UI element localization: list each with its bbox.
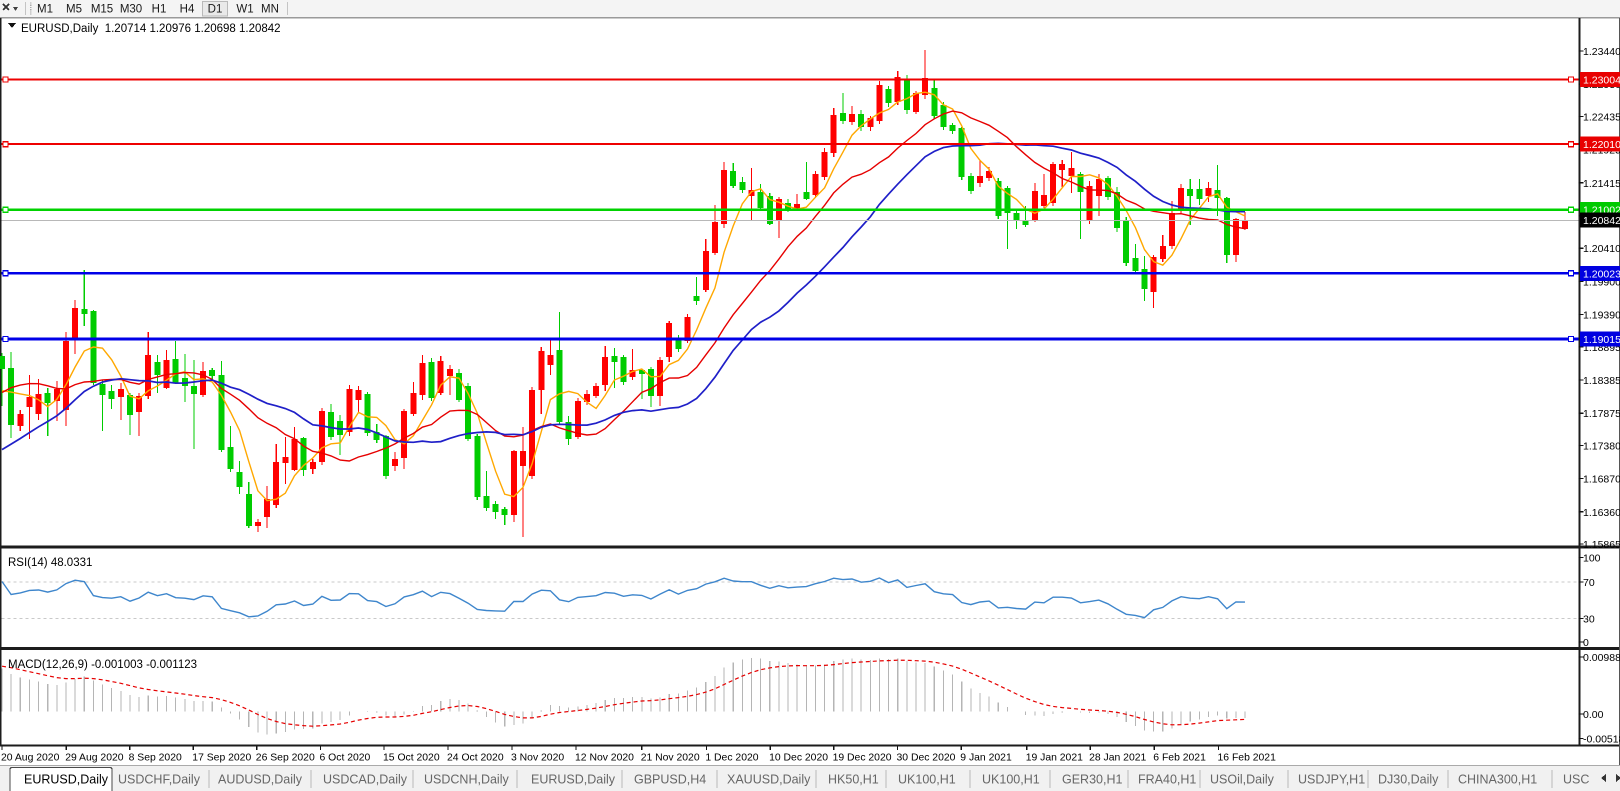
svg-text:UK100,H1: UK100,H1 (982, 773, 1040, 787)
svg-text:D1: D1 (208, 4, 223, 16)
svg-text:EURUSD,Daily: EURUSD,Daily (531, 773, 616, 787)
svg-text:0.009885: 0.009885 (1583, 652, 1620, 664)
svg-text:30 Dec 2020: 30 Dec 2020 (897, 753, 956, 764)
svg-text:UK100,H1: UK100,H1 (898, 773, 956, 787)
svg-text:1.22435: 1.22435 (1583, 111, 1620, 123)
svg-text:70: 70 (1583, 577, 1595, 589)
svg-text:1.19015: 1.19015 (1583, 334, 1620, 346)
svg-text:GER30,H1: GER30,H1 (1062, 773, 1122, 787)
svg-text:DJ30,Daily: DJ30,Daily (1378, 773, 1439, 787)
svg-text:MACD(12,26,9) -0.001003 -0.001: MACD(12,26,9) -0.001003 -0.001123 (8, 659, 197, 671)
svg-text:21 Nov 2020: 21 Nov 2020 (641, 753, 700, 764)
svg-text:0: 0 (1583, 637, 1589, 649)
svg-text:100: 100 (1583, 553, 1601, 565)
svg-text:6 Oct 2020: 6 Oct 2020 (320, 753, 371, 764)
svg-text:M15: M15 (91, 4, 113, 16)
svg-text:30: 30 (1583, 614, 1595, 626)
svg-text:1.17875: 1.17875 (1583, 408, 1620, 420)
svg-text:1.18385: 1.18385 (1583, 375, 1620, 387)
svg-text:M1: M1 (37, 4, 53, 16)
svg-text:19 Dec 2020: 19 Dec 2020 (833, 753, 892, 764)
svg-text:1.21415: 1.21415 (1583, 178, 1620, 190)
svg-text:20 Aug 2020: 20 Aug 2020 (1, 753, 60, 764)
svg-text:1.15865: 1.15865 (1583, 539, 1620, 551)
svg-text:10 Dec 2020: 10 Dec 2020 (769, 753, 828, 764)
svg-text:1 Dec 2020: 1 Dec 2020 (705, 753, 758, 764)
svg-text:EURUSD,Daily: EURUSD,Daily (24, 773, 109, 787)
svg-text:1.23004: 1.23004 (1583, 74, 1620, 86)
svg-text:HK50,H1: HK50,H1 (828, 773, 879, 787)
svg-text:GBPUSD,H4: GBPUSD,H4 (634, 773, 706, 787)
svg-text:19 Jan 2021: 19 Jan 2021 (1026, 753, 1083, 764)
svg-text:17 Sep 2020: 17 Sep 2020 (192, 753, 251, 764)
svg-text:1.17380: 1.17380 (1583, 440, 1620, 452)
svg-text:H4: H4 (180, 4, 195, 16)
svg-text:USDCHF,Daily: USDCHF,Daily (118, 773, 201, 787)
svg-text:M5: M5 (66, 4, 82, 16)
svg-text:RSI(14) 48.0331: RSI(14) 48.0331 (8, 557, 92, 569)
svg-text:W1: W1 (236, 4, 253, 16)
svg-text:H1: H1 (152, 4, 167, 16)
svg-text:3 Nov 2020: 3 Nov 2020 (511, 753, 564, 764)
svg-text:USDCNH,Daily: USDCNH,Daily (424, 773, 509, 787)
svg-text:MN: MN (261, 4, 279, 16)
svg-text:CHINA300,H1: CHINA300,H1 (1458, 773, 1537, 787)
svg-text:1.19390: 1.19390 (1583, 310, 1620, 322)
svg-text:XAUUSD,Daily: XAUUSD,Daily (727, 773, 811, 787)
svg-text:FRA40,H1: FRA40,H1 (1138, 773, 1196, 787)
svg-text:26 Sep 2020: 26 Sep 2020 (256, 753, 315, 764)
svg-text:1.20023: 1.20023 (1583, 268, 1620, 280)
svg-text:1.20410: 1.20410 (1583, 243, 1620, 255)
svg-text:9 Jan 2021: 9 Jan 2021 (960, 753, 1012, 764)
svg-text:12 Nov 2020: 12 Nov 2020 (575, 753, 634, 764)
svg-text:1.23440: 1.23440 (1583, 46, 1620, 58)
svg-text:EURUSD,Daily 1.20714 1.20976: EURUSD,Daily 1.20714 1.20976 1.20698 1.2… (21, 23, 281, 35)
svg-text:15 Oct 2020: 15 Oct 2020 (383, 753, 440, 764)
svg-text:USC: USC (1563, 773, 1589, 787)
svg-text:28 Jan 2021: 28 Jan 2021 (1089, 753, 1146, 764)
svg-text:0.00: 0.00 (1583, 709, 1604, 721)
svg-text:USOil,Daily: USOil,Daily (1210, 773, 1275, 787)
svg-text:16 Feb 2021: 16 Feb 2021 (1218, 753, 1277, 764)
svg-text:USDJPY,H1: USDJPY,H1 (1298, 773, 1365, 787)
svg-text:USDCAD,Daily: USDCAD,Daily (323, 773, 408, 787)
svg-text:6 Feb 2021: 6 Feb 2021 (1153, 753, 1206, 764)
svg-text:M30: M30 (120, 4, 142, 16)
svg-text:1.22010: 1.22010 (1583, 139, 1620, 151)
svg-text:AUDUSD,Daily: AUDUSD,Daily (218, 773, 303, 787)
svg-text:24 Oct 2020: 24 Oct 2020 (447, 753, 504, 764)
svg-text:1.16360: 1.16360 (1583, 507, 1620, 519)
svg-text:1.16870: 1.16870 (1583, 474, 1620, 486)
svg-text:8 Sep 2020: 8 Sep 2020 (129, 753, 182, 764)
svg-text:1.20842: 1.20842 (1583, 215, 1620, 227)
svg-text:-0.005182: -0.005182 (1583, 734, 1620, 746)
svg-text:29 Aug 2020: 29 Aug 2020 (65, 753, 124, 764)
